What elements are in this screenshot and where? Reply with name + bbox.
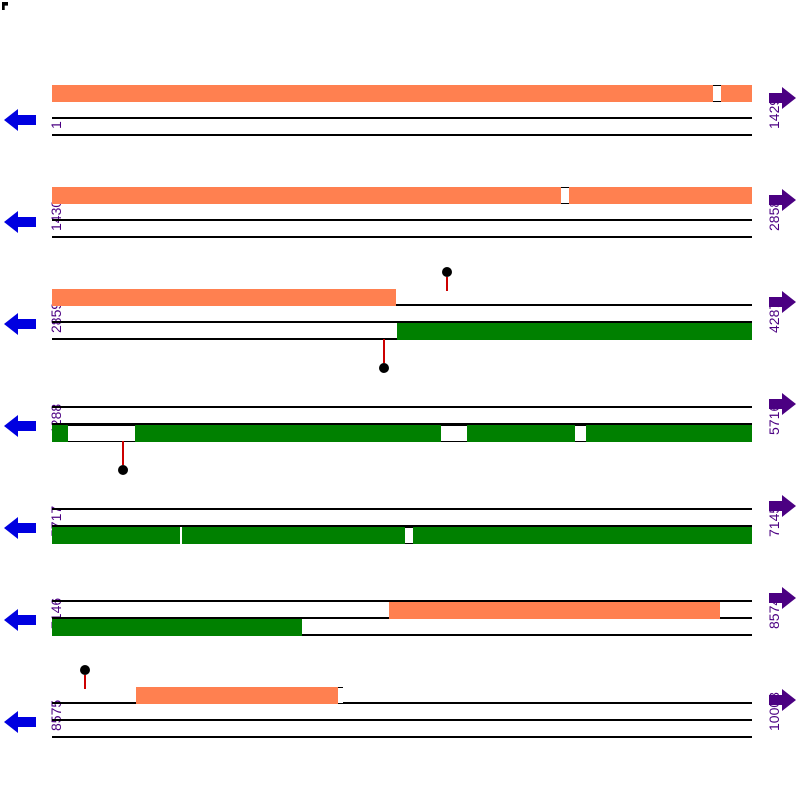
- site-marker-head: [80, 665, 90, 675]
- sequence-row: 2859 4287: [0, 267, 800, 373]
- site-marker[interactable]: [442, 267, 452, 291]
- orf-gap: [68, 425, 135, 442]
- corner-mark-icon: [2, 2, 8, 10]
- frame-baseline: [52, 600, 752, 602]
- arrow-right-icon[interactable]: [768, 493, 798, 519]
- reading-frame-track: [52, 527, 752, 545]
- row-end-coordinate: 4287: [766, 301, 782, 333]
- reading-frame-track: [52, 493, 752, 511]
- orf-bar[interactable]: [52, 85, 752, 102]
- frame-baseline: [52, 423, 752, 425]
- reading-frame-track: [52, 687, 752, 705]
- orf-bar[interactable]: [52, 187, 752, 204]
- orf-gap: [561, 187, 569, 204]
- reading-frame-track: [52, 585, 752, 603]
- reading-frame-track: [52, 391, 752, 409]
- arrow-right-icon[interactable]: [768, 289, 798, 315]
- frame-baseline: [52, 702, 752, 704]
- site-marker-head: [118, 465, 128, 475]
- reading-frame-track: [52, 425, 752, 443]
- orf-gap: [713, 85, 721, 102]
- reading-frame-track: [52, 408, 752, 426]
- sequence-row: 7146 8574: [0, 585, 800, 663]
- orf-gap: [405, 527, 413, 544]
- frame-baseline: [52, 117, 752, 119]
- orf-gap: [441, 425, 467, 442]
- arrow-left-icon[interactable]: [2, 311, 38, 337]
- site-marker-stem: [446, 277, 448, 291]
- frame-baseline: [52, 406, 752, 408]
- frame-baseline: [52, 634, 752, 636]
- site-marker-stem: [84, 675, 86, 689]
- arrow-left-icon[interactable]: [2, 107, 38, 133]
- reading-frame-track: [52, 721, 752, 739]
- frame-baseline: [52, 736, 752, 738]
- reading-frame-track: [52, 619, 752, 637]
- orf-bar[interactable]: [52, 425, 752, 442]
- reading-frame-track: [52, 704, 752, 722]
- orf-bar[interactable]: [136, 687, 342, 704]
- row-end-coordinate: 8574: [766, 597, 782, 629]
- frame-baseline: [52, 304, 752, 306]
- orf-bar[interactable]: [52, 619, 302, 636]
- orf-bar[interactable]: [397, 323, 752, 340]
- reading-frame-track: [52, 85, 752, 103]
- reading-frame-track: [52, 289, 752, 307]
- site-marker[interactable]: [80, 665, 90, 689]
- row-end-coordinate: 2858: [766, 199, 782, 231]
- reading-frame-track: [52, 602, 752, 620]
- frame-baseline: [52, 236, 752, 238]
- site-marker-stem: [122, 441, 124, 465]
- row-end-coordinate: 10003: [766, 692, 782, 731]
- site-marker[interactable]: [379, 339, 389, 373]
- site-marker-head: [442, 267, 452, 277]
- site-marker-stem: [383, 339, 385, 363]
- sequence-row: 8575 10003: [0, 665, 800, 765]
- sequence-row: 1 1429: [0, 85, 800, 163]
- arrow-right-icon[interactable]: [768, 687, 798, 713]
- reading-frame-track: [52, 510, 752, 528]
- row-end-coordinate: 1429: [766, 97, 782, 129]
- orf-gap: [575, 425, 586, 442]
- row-end-coordinate: 7145: [766, 505, 782, 537]
- site-marker[interactable]: [118, 441, 128, 475]
- arrow-right-icon[interactable]: [768, 85, 798, 111]
- reading-frame-track: [52, 323, 752, 341]
- reading-frame-track: [52, 306, 752, 324]
- orf-tick: [180, 527, 182, 544]
- frame-baseline: [52, 321, 752, 323]
- reading-frame-track: [52, 102, 752, 120]
- sequence-row: 1430 2858: [0, 187, 800, 265]
- sequence-row: 4288 5716: [0, 391, 800, 475]
- frame-baseline: [52, 525, 752, 527]
- row-end-coordinate: 5716: [766, 403, 782, 435]
- arrow-right-icon[interactable]: [768, 585, 798, 611]
- arrow-left-icon[interactable]: [2, 209, 38, 235]
- reading-frame-track: [52, 204, 752, 222]
- site-marker-head: [379, 363, 389, 373]
- reading-frame-track: [52, 119, 752, 137]
- reading-frame-track: [52, 187, 752, 205]
- arrow-left-icon[interactable]: [2, 709, 38, 735]
- reading-frame-track: [52, 221, 752, 239]
- orf-bar[interactable]: [52, 289, 396, 306]
- frame-baseline: [52, 134, 752, 136]
- arrow-left-icon[interactable]: [2, 413, 38, 439]
- orf-bar[interactable]: [389, 602, 720, 619]
- frame-baseline: [52, 719, 752, 721]
- arrow-left-icon[interactable]: [2, 515, 38, 541]
- orf-gap: [338, 687, 343, 704]
- arrow-right-icon[interactable]: [768, 391, 798, 417]
- arrow-right-icon[interactable]: [768, 187, 798, 213]
- sequence-row: 5717 7145: [0, 493, 800, 571]
- arrow-left-icon[interactable]: [2, 607, 38, 633]
- frame-baseline: [52, 508, 752, 510]
- frame-baseline: [52, 219, 752, 221]
- orf-bar[interactable]: [52, 527, 752, 544]
